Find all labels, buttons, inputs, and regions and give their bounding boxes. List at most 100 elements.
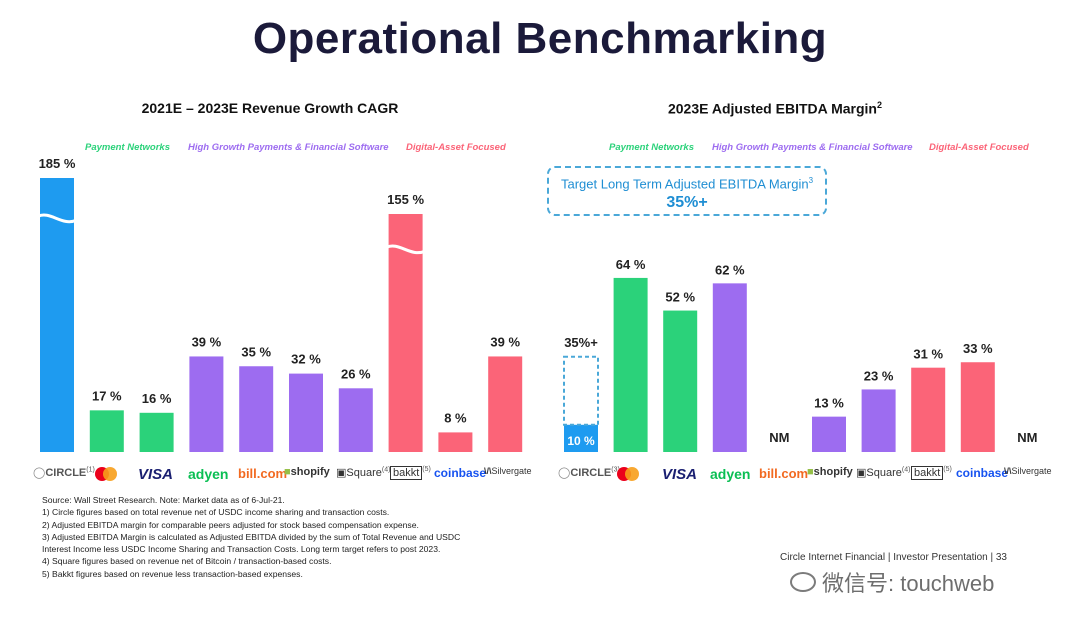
right-bar-2: [663, 310, 698, 452]
left-logo-square-text: Square: [346, 467, 382, 479]
footnote-1: 1) Circle figures based on total revenue…: [42, 507, 390, 518]
right-logo-shopify-text: shopify: [813, 466, 853, 478]
right-bar-label-3: 62 %: [715, 262, 745, 277]
right-bar-label-2: 52 %: [665, 290, 695, 305]
right-logo-bill: bill.com: [759, 466, 809, 481]
footnote-3a: 3) Adjusted EBITDA Margin is calculated …: [42, 531, 461, 542]
right-logo-bakkt-text: bakkt: [911, 465, 944, 480]
left-legend-payment: Payment Networks: [85, 142, 171, 153]
left-bar-label-3: 39 %: [192, 334, 222, 349]
right-chart-title: 2023E Adjusted EBITDA Margin2: [545, 100, 1005, 117]
shopify-bag-icon: ■: [284, 466, 291, 478]
right-logo-bakkt-sup: (5): [943, 466, 952, 473]
page-title: Operational Benchmarking: [252, 14, 828, 63]
left-bar-6: [338, 388, 373, 452]
left-logo-bill: bill.com: [238, 466, 288, 481]
right-bar-label-4: NM: [769, 430, 789, 445]
presentation-footer: Circle Internet Financial | Investor Pre…: [780, 552, 1007, 563]
right-bar-0: [564, 424, 598, 452]
left-logo-square: ▣Square(4): [336, 466, 390, 479]
right-logo-square-sup: (4): [901, 466, 911, 474]
left-logo-adyen: adyen: [188, 466, 229, 482]
left-logo-bakkt-sup: (5): [422, 466, 431, 473]
right-bar-label-8: 33 %: [963, 341, 993, 356]
left-logo-circle: ◯CIRCLE(1): [33, 466, 95, 479]
left-logo-silvergate-text: Silvergate: [491, 466, 532, 476]
left-bar-8: [438, 432, 473, 452]
silvergate-logo-icon: \/\: [484, 466, 492, 476]
left-bar-0: [40, 178, 74, 452]
wechat-icon: [790, 572, 816, 592]
left-bar-label-2: 16 %: [142, 391, 172, 406]
left-bar-4: [239, 366, 274, 452]
right-logo-mastercard: [614, 466, 642, 487]
left-bar-9: [488, 356, 523, 452]
left-legend-growth: High Growth Payments & Financial Softwar…: [188, 142, 389, 153]
square-logo-icon: ▣: [856, 467, 867, 479]
target-margin-label: Target Long Term Adjusted EBITDA Margin3: [549, 176, 825, 191]
left-bar-label-0: 185 %: [39, 156, 76, 171]
left-logo-bakkt-text: bakkt: [390, 465, 423, 480]
right-logo-coinbase: coinbase: [956, 466, 1009, 480]
right-bar-label-5: 13 %: [814, 396, 844, 411]
right-bar-5: [812, 416, 846, 452]
target-margin-value: 35%+: [666, 194, 708, 212]
left-bar-label-6: 26 %: [341, 366, 371, 381]
left-bar-1: [89, 410, 124, 452]
right-logo-visa: VISA: [662, 466, 698, 483]
left-bar-label-5: 32 %: [291, 352, 321, 367]
right-bar-7: [911, 367, 946, 452]
mastercard-logo-icon: [95, 467, 117, 481]
right-logo-bakkt: bakkt (5): [911, 465, 952, 480]
square-logo-icon: ▣: [336, 467, 347, 479]
target-margin-sup: 3: [808, 176, 814, 185]
left-logo-coinbase: coinbase: [434, 466, 487, 480]
left-logo-square-sup: (4): [381, 466, 391, 474]
left-bar-5: [289, 373, 323, 452]
right-bar-target-label: 35%+: [564, 335, 598, 350]
right-bar-label-1: 64 %: [616, 257, 646, 272]
right-logo-square-text: Square: [866, 467, 902, 479]
right-logo-square: ▣Square(4): [856, 466, 910, 479]
wechat-watermark: 微信号: touchweb: [790, 566, 994, 598]
left-bar-label-8: 8 %: [444, 410, 467, 425]
right-bar-label-6: 23 %: [864, 368, 894, 383]
shopify-bag-icon: ■: [807, 466, 814, 478]
footnote-5: 5) Bakkt figures based on revenue less t…: [42, 568, 303, 579]
left-legend-digital: Digital-Asset Focused: [406, 142, 506, 153]
footnote-3b: Interest Income less USDC Income Sharing…: [42, 544, 441, 555]
left-logo-visa: VISA: [138, 466, 174, 483]
target-margin-text: Target Long Term Adjusted EBITDA Margin: [560, 176, 809, 192]
right-bar-label-9: NM: [1017, 430, 1037, 445]
right-bar-3: [712, 283, 747, 452]
footnote-source: Source: Wall Street Research. Note: Mark…: [42, 495, 285, 505]
left-bar-label-7: 155 %: [387, 192, 424, 207]
left-bar-label-9: 39 %: [490, 334, 520, 349]
wechat-watermark-text: 微信号: touchweb: [822, 571, 995, 596]
target-margin-box: Target Long Term Adjusted EBITDA Margin3…: [547, 166, 827, 216]
right-bar-label-7: 31 %: [913, 347, 943, 362]
footnotes: Source: Wall Street Research. Note: Mark…: [42, 494, 542, 580]
left-bar-break-7: [385, 244, 426, 255]
right-bar-label-0: 10 %: [567, 434, 595, 448]
right-logo-shopify: ■shopify: [807, 466, 853, 478]
footnote-4: 4) Square figures based on revenue net o…: [42, 556, 332, 567]
circle-logo-icon: ◯: [558, 467, 571, 479]
right-legend-growth: High Growth Payments & Financial Softwar…: [712, 142, 913, 153]
right-logo-adyen: adyen: [710, 466, 751, 482]
left-logo-bakkt: bakkt (5): [390, 465, 431, 480]
footnote-2: 2) Adjusted EBITDA margin for comparable…: [42, 519, 419, 530]
right-chart-title-sup: 2: [877, 100, 883, 110]
right-bar-8: [960, 362, 995, 452]
right-chart-title-text: 2023E Adjusted EBITDA Margin: [667, 100, 877, 117]
circle-logo-icon: ◯: [33, 467, 46, 479]
mastercard-logo-icon: [617, 467, 639, 481]
right-bar-target-outline: [563, 355, 599, 426]
left-bar-label-1: 17 %: [92, 388, 122, 403]
left-logo-shopify: ■shopify: [284, 466, 330, 478]
right-legend-payment: Payment Networks: [609, 142, 695, 153]
right-logo-circle-text: CIRCLE: [570, 467, 612, 479]
right-legend-digital: Digital-Asset Focused: [929, 142, 1029, 153]
left-bar-break-0: [37, 213, 77, 224]
